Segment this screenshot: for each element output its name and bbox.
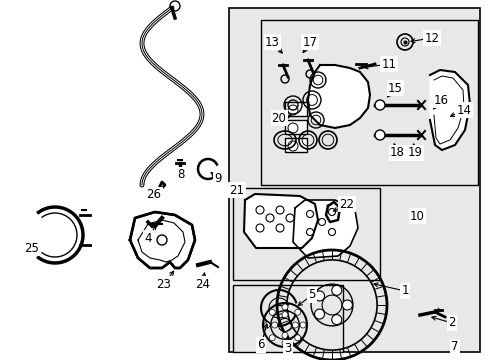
Text: 19: 19 — [407, 147, 422, 159]
Circle shape — [314, 309, 324, 319]
Polygon shape — [130, 212, 195, 268]
Circle shape — [271, 322, 277, 328]
Text: 17: 17 — [302, 36, 317, 49]
Circle shape — [331, 315, 341, 325]
Text: 13: 13 — [264, 36, 279, 49]
Bar — [285, 138, 306, 152]
Bar — [261, 20, 477, 185]
Text: 22: 22 — [339, 198, 354, 211]
Text: 1: 1 — [401, 284, 408, 297]
Text: 12: 12 — [424, 31, 439, 45]
Circle shape — [282, 340, 287, 346]
Circle shape — [342, 300, 352, 310]
Polygon shape — [429, 70, 469, 150]
Text: 9: 9 — [214, 171, 221, 184]
Polygon shape — [244, 194, 317, 248]
Circle shape — [318, 219, 325, 225]
Circle shape — [314, 291, 324, 301]
Text: 26: 26 — [146, 189, 161, 202]
Circle shape — [282, 312, 287, 318]
Circle shape — [269, 335, 275, 341]
Circle shape — [374, 130, 384, 140]
Circle shape — [264, 322, 269, 328]
Circle shape — [265, 214, 273, 222]
Text: 5: 5 — [307, 288, 315, 302]
Circle shape — [294, 309, 300, 315]
Bar — [285, 102, 306, 116]
Text: 7: 7 — [450, 341, 458, 354]
Text: 20: 20 — [271, 112, 286, 125]
Bar — [232, 188, 379, 280]
Circle shape — [331, 285, 341, 295]
Bar — [228, 8, 479, 352]
Polygon shape — [307, 65, 369, 128]
Circle shape — [294, 335, 300, 341]
Text: 2: 2 — [447, 316, 455, 329]
Text: 14: 14 — [456, 104, 470, 117]
Circle shape — [292, 322, 298, 328]
Text: 11: 11 — [381, 58, 396, 71]
Text: 18: 18 — [389, 147, 404, 159]
Circle shape — [328, 208, 335, 216]
Text: 21: 21 — [229, 184, 244, 197]
Text: 3: 3 — [284, 342, 291, 355]
Circle shape — [256, 224, 264, 232]
Circle shape — [275, 206, 284, 214]
Text: 24: 24 — [195, 278, 210, 291]
Text: 15: 15 — [387, 81, 402, 94]
Circle shape — [374, 100, 384, 110]
Bar — [285, 120, 306, 134]
Circle shape — [328, 229, 335, 235]
Circle shape — [285, 214, 293, 222]
Text: 10: 10 — [409, 210, 424, 222]
Circle shape — [300, 322, 305, 328]
Circle shape — [275, 224, 284, 232]
Circle shape — [282, 332, 287, 338]
Text: 6: 6 — [257, 338, 264, 351]
Circle shape — [256, 206, 264, 214]
Circle shape — [282, 304, 287, 310]
Text: 23: 23 — [156, 278, 171, 291]
Bar — [232, 285, 342, 352]
Text: 25: 25 — [24, 242, 40, 255]
Text: 16: 16 — [433, 94, 447, 107]
Text: 4: 4 — [144, 231, 151, 244]
Circle shape — [269, 309, 275, 315]
Polygon shape — [292, 200, 357, 258]
Text: 8: 8 — [177, 168, 184, 181]
Circle shape — [306, 229, 313, 235]
Circle shape — [306, 211, 313, 217]
